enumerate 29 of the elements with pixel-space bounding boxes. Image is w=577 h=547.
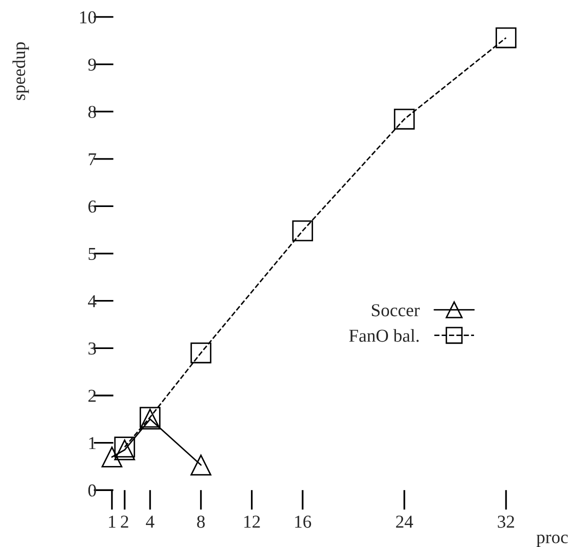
point (394, 108, 415, 130)
legend-label: FanO bal. (349, 329, 419, 342)
legend-label: Soccer (372, 304, 420, 316)
y-tick-label: 9 (88, 58, 96, 71)
x-tick-label: 12 (244, 516, 260, 528)
y-tick-label: 8 (88, 106, 96, 118)
point (496, 27, 516, 48)
point (190, 454, 212, 476)
y-tick-label: 10 (80, 11, 96, 24)
point (190, 342, 212, 364)
point (292, 220, 314, 242)
x-tick-label: 8 (197, 516, 205, 528)
y-axis-title: speedup (12, 42, 29, 100)
y-tick-label: 4 (88, 295, 96, 308)
y-tick-label: 2 (88, 390, 96, 402)
x-tick-label: 16 (295, 516, 312, 528)
y-tick-label: 3 (88, 342, 96, 355)
x-tick-label: 32 (498, 516, 514, 528)
point (102, 446, 122, 468)
y-tick-label: 6 (88, 200, 96, 213)
x-axis-title: proc (536, 534, 568, 547)
x-tick-label: 1 (109, 516, 116, 528)
x-tick-label: 2 (120, 516, 128, 528)
y-tick-label: 7 (88, 153, 96, 166)
y-tick-label: 1 (89, 437, 96, 450)
y-tick-label: 0 (88, 484, 96, 497)
x-tick-label: 24 (396, 516, 414, 528)
y-tick-label: 5 (88, 248, 96, 260)
x-tick-label: 4 (146, 516, 154, 528)
